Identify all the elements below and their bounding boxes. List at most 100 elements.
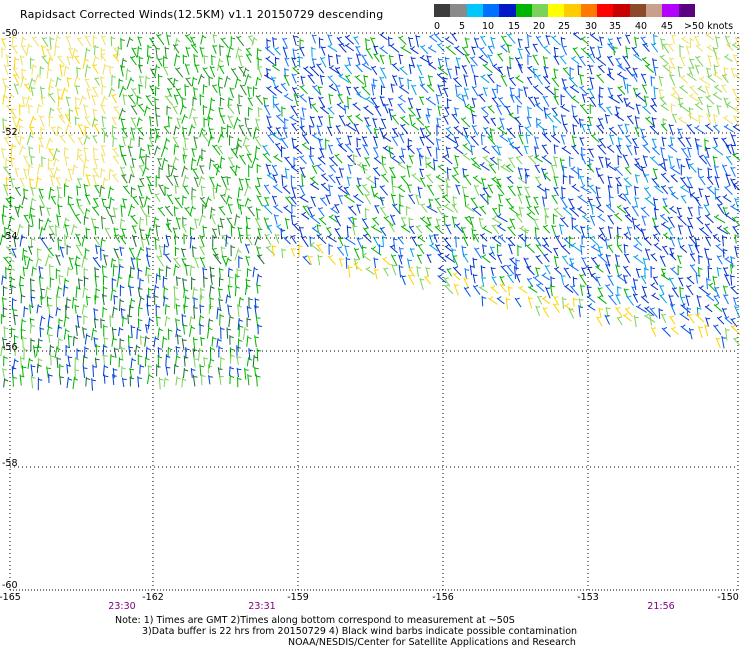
wind-barb-flag [32, 267, 37, 270]
wind-barb-flag [733, 225, 738, 228]
wind-barb [506, 33, 516, 44]
wind-barb-flag [537, 282, 542, 286]
wind-barb-flag [646, 116, 651, 120]
wind-barb-flag [544, 75, 549, 78]
wind-barb-flag [32, 65, 37, 68]
wind-barb-flag [184, 115, 188, 119]
wind-barb-flag [668, 227, 673, 230]
wind-barb-flag [599, 174, 604, 177]
wind-barb-flag [64, 147, 69, 151]
wind-barb-flag [85, 158, 90, 162]
wind-barb-flag [84, 216, 89, 219]
wind-barb-flag [164, 378, 169, 381]
wind-barb-flag [300, 194, 305, 199]
wind-barb-flag [237, 139, 243, 142]
wind-barb-flag [706, 95, 711, 99]
wind-barb-flag [221, 194, 226, 197]
wind-barb-flag [2, 298, 7, 300]
wind-barb-flag [453, 255, 458, 257]
wind-barb-flag [366, 96, 371, 100]
wind-barb-flag [690, 253, 695, 256]
wind-barb-flag [437, 206, 442, 209]
wind-barb-flag [672, 114, 677, 116]
wind-barb [542, 173, 551, 182]
wind-barb-flag [112, 337, 118, 341]
wind-barb-flag [545, 215, 550, 218]
wind-barb-flag [455, 237, 460, 239]
wind-barb-flag [328, 233, 332, 238]
wind-barb-flag [374, 167, 379, 170]
wind-barb-flag [696, 312, 701, 316]
wind-barb-flag [609, 196, 614, 199]
wind-barb-flag [6, 197, 11, 200]
wind-barb [163, 66, 169, 76]
wind-barb-flag [83, 257, 88, 260]
wind-barb-flag [430, 242, 435, 247]
wind-barb-flag [727, 155, 732, 158]
wind-barb-flag [390, 167, 395, 169]
wind-barb-flag [597, 124, 602, 127]
wind-barb-flag [257, 58, 263, 61]
wind-barb [136, 327, 138, 340]
wind-barb-flag [561, 37, 566, 40]
wind-barb-flag [480, 205, 485, 209]
wind-barb [120, 307, 123, 319]
wind-barb-flag [238, 319, 243, 322]
time-label: 23:30 [108, 601, 136, 612]
wind-barb-flag [569, 157, 574, 160]
wind-barb-flag [300, 46, 305, 49]
wind-barb-flag [120, 286, 125, 289]
wind-barb [706, 113, 712, 125]
wind-barb [81, 303, 85, 315]
wind-barb [125, 68, 128, 81]
wind-barb-flag [393, 238, 398, 241]
wind-barb-flag [348, 115, 353, 118]
wind-barb-flag [164, 146, 169, 150]
wind-barb-flag [409, 106, 414, 110]
colorbar-swatch [482, 4, 500, 17]
wind-barb-flag [102, 266, 107, 268]
wind-barb-flag [20, 177, 25, 180]
wind-barb-flag [392, 114, 397, 117]
wind-barb-flag [671, 104, 676, 107]
wind-barb-flag [336, 85, 341, 87]
wind-barb-flag [226, 328, 232, 331]
colorbar-swatch [613, 4, 631, 17]
wind-barb-flag [56, 255, 61, 257]
colorbar-label: 25 [558, 21, 571, 32]
wind-barb-flag [317, 243, 322, 247]
wind-barb [505, 105, 512, 116]
wind-barb-flag [173, 44, 179, 47]
wind-barb-flag [129, 94, 134, 97]
wind-barb-flag [731, 178, 736, 181]
wind-barb-flag [78, 137, 83, 140]
wind-barb-flag [230, 246, 236, 248]
wind-barb-flag [41, 316, 46, 320]
wind-barb-flag [464, 195, 469, 198]
wind-barb-flag [550, 277, 556, 280]
wind-barb-flag [58, 338, 63, 342]
wind-barb-flag [157, 34, 162, 37]
lon-label: -162 [142, 592, 164, 603]
wind-barb-flag [681, 324, 686, 328]
wind-barb-flag [591, 272, 596, 276]
wind-barb-flag [398, 184, 403, 188]
wind-barb-flag [484, 155, 488, 159]
wind-barb-flag [502, 35, 507, 38]
wind-barb-flag [30, 324, 36, 327]
wind-barb [142, 165, 147, 177]
wind-barb [580, 186, 592, 194]
wind-barb-flag [49, 58, 54, 61]
wind-barb-flag [310, 242, 315, 246]
wind-barb-flag [572, 242, 576, 246]
wind-barb [425, 174, 434, 184]
wind-barb-flag [218, 165, 223, 169]
wind-barb-flag [570, 76, 575, 80]
wind-barb-flag [317, 163, 322, 167]
wind-barb-flag [498, 66, 503, 69]
wind-barb-flag [345, 64, 350, 67]
wind-barb-flag [499, 234, 504, 238]
wind-barb-flag [546, 287, 551, 289]
wind-barb-flag [735, 306, 740, 308]
wind-barb-flag [217, 308, 222, 311]
